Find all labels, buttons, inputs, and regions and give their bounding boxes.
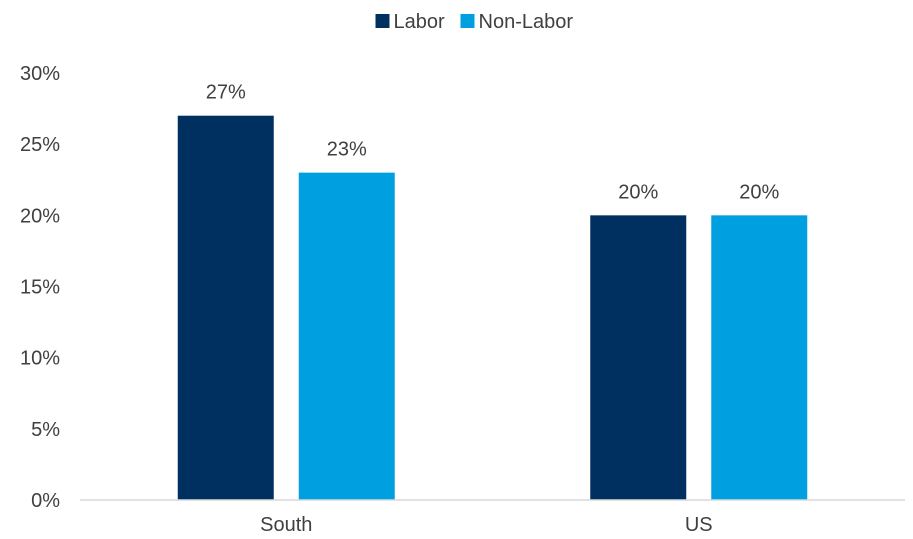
- data-label: 23%: [327, 139, 367, 161]
- y-tick-label: 0%: [31, 490, 60, 512]
- legend: Labor Non-Labor: [375, 11, 574, 33]
- legend-swatch: [460, 14, 475, 28]
- x-axis: South US: [80, 499, 905, 536]
- y-tick-label: 15%: [20, 277, 60, 299]
- legend-swatch: [375, 14, 390, 28]
- bar-non-labor-us: [711, 215, 808, 501]
- x-tick-label: US: [685, 514, 713, 536]
- data-label: 20%: [618, 181, 658, 203]
- x-tick-label: South: [260, 514, 312, 536]
- legend-label: Labor: [394, 11, 445, 33]
- legend-label: Non-Labor: [479, 11, 574, 33]
- bar-non-labor-south: [298, 172, 395, 500]
- y-tick-label: 10%: [20, 348, 60, 370]
- data-label: 20%: [739, 181, 779, 203]
- bar-labor-us: [590, 215, 687, 501]
- data-label: 27%: [206, 82, 246, 104]
- y-tick-label: 25%: [20, 134, 60, 156]
- plot-area: 27% 23% 20% 20%: [177, 82, 808, 501]
- bar-labor-south: [177, 115, 274, 500]
- y-tick-label: 20%: [20, 205, 60, 227]
- y-axis: 0% 5% 10% 15% 20% 25% 30%: [20, 63, 60, 512]
- y-tick-label: 30%: [20, 63, 60, 85]
- y-tick-label: 5%: [31, 419, 60, 441]
